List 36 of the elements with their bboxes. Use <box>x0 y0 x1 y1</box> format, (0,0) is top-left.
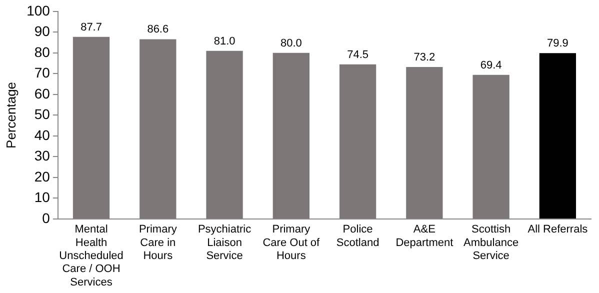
y-tick-label: 100 <box>26 2 50 18</box>
x-tick-label: Primary Care Out of Hours <box>262 224 321 262</box>
x-tick-label: Psychiatric Liaison Service <box>198 224 252 262</box>
data-label: 74.5 <box>347 48 369 61</box>
data-label: 73.2 <box>414 52 436 64</box>
data-label: 86.6 <box>147 24 169 36</box>
y-tick-label: 20 <box>34 168 50 184</box>
bar <box>140 39 176 218</box>
bar <box>272 52 310 218</box>
y-axis-title: Percentage <box>3 82 18 148</box>
data-label: 80.0 <box>280 37 302 50</box>
data-label: 87.7 <box>80 21 102 34</box>
y-tick-label: 30 <box>34 148 50 164</box>
bar <box>472 74 510 218</box>
y-tick-label: 0 <box>42 210 50 226</box>
y-tick-label: 60 <box>34 85 50 102</box>
bar <box>206 50 243 218</box>
y-tick-label: 90 <box>34 23 50 40</box>
y-tick-label: 70 <box>34 64 50 81</box>
bar <box>72 36 110 218</box>
x-tick-label: Police Scotland <box>336 224 380 249</box>
x-tick-label: Primary Care in Hours <box>138 224 178 262</box>
bar <box>539 53 576 218</box>
y-tick-label: 50 <box>34 106 50 122</box>
bar <box>406 67 443 218</box>
x-tick-label: A&E Department <box>396 224 454 249</box>
y-tick-label: 80 <box>34 44 50 60</box>
data-label: 81.0 <box>214 35 236 48</box>
bar <box>339 64 376 218</box>
x-tick-label: All Referrals <box>528 224 588 236</box>
x-tick-label: Mental Health Unscheduled Care / OOH Services <box>59 224 124 288</box>
data-label: 79.9 <box>546 38 568 50</box>
y-tick-label: 40 <box>34 126 50 143</box>
y-tick-label: 10 <box>34 189 50 206</box>
data-label: 69.4 <box>480 59 502 72</box>
x-tick-label: Scottish Ambulance Service <box>464 224 519 262</box>
